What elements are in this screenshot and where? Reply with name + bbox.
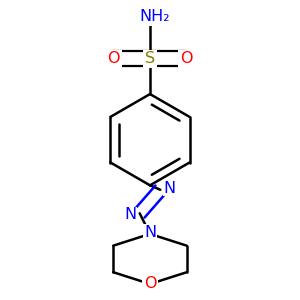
Text: N: N <box>124 207 136 222</box>
FancyBboxPatch shape <box>124 207 137 223</box>
FancyBboxPatch shape <box>178 50 196 68</box>
Text: N: N <box>144 225 156 240</box>
FancyBboxPatch shape <box>141 6 171 26</box>
Text: S: S <box>145 51 155 66</box>
Text: O: O <box>107 51 119 66</box>
Text: N: N <box>164 181 176 196</box>
FancyBboxPatch shape <box>142 276 158 292</box>
Text: NH₂: NH₂ <box>139 8 170 23</box>
Text: O: O <box>181 51 193 66</box>
FancyBboxPatch shape <box>143 224 157 241</box>
Text: O: O <box>144 277 156 292</box>
FancyBboxPatch shape <box>142 50 158 68</box>
FancyBboxPatch shape <box>163 180 176 196</box>
FancyBboxPatch shape <box>104 50 122 68</box>
